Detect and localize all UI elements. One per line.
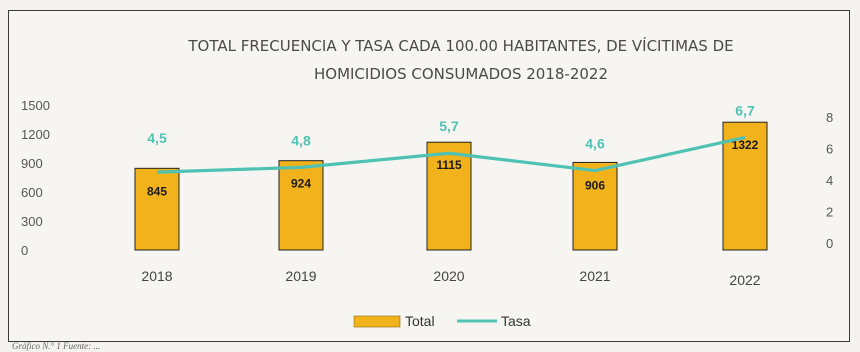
bar-value-label: 924 bbox=[291, 177, 311, 191]
category-label: 2020 bbox=[433, 268, 464, 284]
left-axis-tick-label: 300 bbox=[21, 214, 43, 229]
line-series-tasa bbox=[156, 135, 746, 174]
chart-legend: Total Tasa bbox=[353, 313, 531, 329]
combo-chart: TOTAL FRECUENCIA Y TASA CADA 100.00 HABI… bbox=[21, 36, 833, 329]
bar-2018 bbox=[134, 167, 180, 251]
category-labels: 2018 2019 2020 2021 2022 bbox=[141, 268, 760, 288]
category-label: 2021 bbox=[579, 268, 610, 284]
left-axis-tick-label: 0 bbox=[21, 243, 28, 258]
category-label: 2019 bbox=[285, 268, 316, 284]
bar-value-labels: 845 924 1115 906 1322 bbox=[147, 138, 759, 198]
left-axis-tick-label: 1200 bbox=[21, 127, 50, 142]
chart-frame: TOTAL FRECUENCIA Y TASA CADA 100.00 HABI… bbox=[8, 10, 850, 342]
category-label: 2022 bbox=[729, 272, 760, 288]
right-axis-tick-label: 4 bbox=[826, 173, 833, 188]
rate-value-label: 4,6 bbox=[585, 136, 605, 152]
left-axis: 0 300 600 900 1200 1500 bbox=[21, 98, 50, 258]
left-axis-tick-label: 600 bbox=[21, 185, 43, 200]
bar-2021 bbox=[572, 161, 618, 251]
right-axis-tick-label: 6 bbox=[826, 142, 833, 157]
rate-value-label: 4,5 bbox=[147, 130, 167, 146]
legend-total-swatch bbox=[353, 315, 401, 328]
rate-value-label: 6,7 bbox=[735, 102, 755, 118]
chart-title-line-1: TOTAL FRECUENCIA Y TASA CADA 100.00 HABI… bbox=[187, 36, 733, 55]
chart-title: TOTAL FRECUENCIA Y TASA CADA 100.00 HABI… bbox=[187, 36, 733, 83]
bar-2020 bbox=[426, 141, 472, 251]
bar-series-total bbox=[134, 121, 768, 251]
left-axis-tick-label: 1500 bbox=[21, 98, 50, 113]
rate-value-labels: 4,5 4,8 5,7 4,6 6,7 bbox=[147, 102, 755, 151]
bar-value-label: 906 bbox=[585, 178, 605, 192]
bar-value-label: 845 bbox=[147, 184, 167, 198]
rate-value-label: 4,8 bbox=[291, 132, 311, 148]
legend-total-label: Total bbox=[405, 313, 435, 329]
bar-2019 bbox=[278, 160, 324, 251]
chart-title-line-2: HOMICIDIOS CONSUMADOS 2018-2022 bbox=[314, 65, 608, 83]
legend-tasa-label: Tasa bbox=[501, 313, 531, 329]
left-axis-tick-label: 900 bbox=[21, 156, 43, 171]
bar-value-label: 1115 bbox=[436, 158, 462, 172]
right-axis-tick-label: 2 bbox=[826, 205, 833, 220]
chart-caption: Gráfico N.° 1 Fuente: ... bbox=[12, 341, 101, 351]
rate-value-label: 5,7 bbox=[439, 118, 459, 134]
right-axis-tick-label: 8 bbox=[826, 110, 833, 125]
tasa-line bbox=[156, 135, 746, 174]
right-axis-tick-label: 0 bbox=[826, 236, 833, 251]
right-axis: 0 2 4 6 8 bbox=[826, 110, 833, 251]
bar-2022 bbox=[722, 121, 768, 251]
category-label: 2018 bbox=[141, 268, 172, 284]
bar-value-label: 1322 bbox=[732, 138, 759, 152]
